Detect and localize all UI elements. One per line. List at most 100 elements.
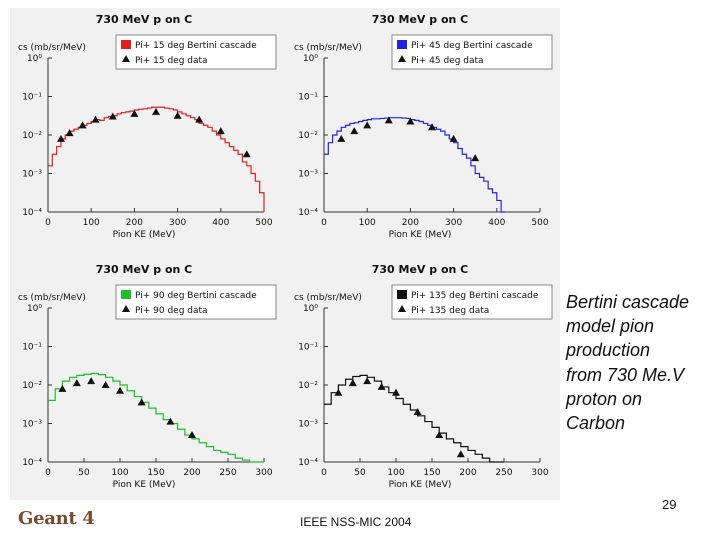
- data-point: [377, 382, 386, 390]
- series-step-line: [324, 374, 504, 463]
- chart-title: 730 MeV p on C: [372, 13, 469, 26]
- y-tick-label: 10⁻²: [22, 131, 42, 141]
- y-tick-label: 10⁻⁴: [298, 458, 318, 468]
- caption-line: production: [566, 340, 651, 361]
- x-tick-label: 50: [78, 468, 90, 478]
- legend-box: [115, 34, 277, 70]
- data-point: [216, 127, 225, 135]
- x-tick-label: 200: [126, 218, 143, 228]
- y-tick-label: 10⁻²: [298, 131, 318, 141]
- legend-marker: [398, 55, 406, 62]
- data-point: [116, 386, 124, 394]
- x-tick-label: 100: [359, 218, 376, 228]
- geant4-logo: Geant 4: [18, 508, 95, 529]
- caption: Bertini cascade model pion production fr…: [566, 290, 716, 435]
- y-tick-label: 10⁰: [27, 304, 42, 314]
- data-point: [363, 121, 372, 129]
- y-tick-label: 10⁻¹: [22, 93, 42, 103]
- x-tick-label: 250: [495, 468, 512, 478]
- x-tick-label: 100: [83, 218, 100, 228]
- data-point: [413, 407, 422, 415]
- y-axis-label: cs (mb/sr/MeV): [294, 293, 362, 303]
- legend-marker: [122, 305, 130, 312]
- figure-area: 730 MeV p on C cs (mb/sr/MeV) Pi+ 15 deg B…: [10, 8, 560, 500]
- legend-box: [391, 34, 553, 70]
- x-tick-label: 300: [445, 218, 462, 228]
- data-point: [87, 377, 96, 385]
- legend-swatch: [397, 290, 407, 299]
- x-axis-label: Pion KE (MeV): [113, 230, 176, 240]
- x-tick-label: 100: [387, 468, 404, 478]
- data-point: [65, 129, 74, 137]
- series-step-line: [324, 117, 506, 213]
- data-point: [242, 150, 251, 158]
- x-tick-label: 50: [354, 468, 366, 478]
- data-point: [188, 431, 196, 439]
- x-tick-label: 500: [531, 218, 548, 228]
- x-tick-label: 0: [321, 218, 327, 228]
- y-tick-label: 10⁻⁴: [298, 208, 318, 218]
- slide-number: 29: [662, 497, 677, 512]
- data-point: [406, 117, 415, 125]
- legend-entry: Pi+ 135 deg data: [411, 306, 489, 316]
- x-axis-label: Pion KE (MeV): [389, 230, 452, 240]
- x-tick-label: 150: [423, 468, 440, 478]
- conference-footer: IEEE NSS-MIC 2004: [300, 515, 412, 529]
- y-axis-label: cs (mb/sr/MeV): [294, 43, 362, 53]
- data-point: [108, 112, 117, 120]
- x-axis-label: Pion KE (MeV): [389, 480, 452, 490]
- series-step-line: [48, 372, 264, 463]
- data-point: [166, 417, 175, 425]
- chart-title: 730 MeV p on C: [96, 13, 193, 26]
- data-point: [337, 134, 346, 142]
- chart-title: 730 MeV p on C: [372, 263, 469, 276]
- legend-marker: [398, 305, 406, 312]
- data-point: [91, 115, 100, 123]
- data-point: [78, 121, 87, 129]
- y-tick-label: 10⁻¹: [298, 93, 318, 103]
- y-tick-label: 10⁻⁴: [22, 208, 42, 218]
- x-tick-label: 200: [402, 218, 419, 228]
- legend-entry: Pi+ 15 deg data: [135, 56, 208, 66]
- x-tick-label: 100: [111, 468, 128, 478]
- data-point: [152, 107, 160, 115]
- data-point: [348, 379, 357, 387]
- legend-entry: Pi+ 45 deg data: [411, 56, 484, 66]
- legend-entry: Pi+ 15 deg Bertini cascade: [135, 41, 257, 51]
- x-tick-label: 150: [147, 468, 164, 478]
- y-tick-label: 10⁻¹: [22, 343, 42, 353]
- x-tick-label: 300: [255, 468, 272, 478]
- x-tick-label: 500: [255, 218, 272, 228]
- x-tick-label: 200: [459, 468, 476, 478]
- series-step-line: [48, 106, 265, 212]
- y-tick-label: 10⁻⁴: [22, 458, 42, 468]
- x-tick-label: 300: [169, 218, 186, 228]
- chart-title: 730 MeV p on C: [96, 263, 193, 276]
- data-point: [56, 134, 65, 142]
- x-tick-label: 0: [45, 468, 51, 478]
- legend-entry: Pi+ 90 deg data: [135, 306, 208, 316]
- data-point: [173, 111, 182, 119]
- y-axis-label: cs (mb/sr/MeV): [18, 43, 86, 53]
- data-point: [456, 450, 465, 458]
- legend-entry: Pi+ 90 deg Bertini cascade: [135, 291, 257, 301]
- caption-line: proton on: [566, 388, 643, 409]
- y-tick-label: 10⁻²: [298, 381, 318, 391]
- data-point: [449, 134, 458, 142]
- legend-swatch: [121, 290, 131, 299]
- data-point: [72, 379, 81, 387]
- data-point: [137, 398, 146, 406]
- data-point: [428, 123, 436, 131]
- y-tick-label: 10⁰: [27, 54, 42, 64]
- y-tick-label: 10⁻³: [298, 420, 318, 430]
- legend-swatch: [121, 40, 131, 49]
- y-tick-label: 10⁻³: [298, 170, 318, 180]
- y-tick-label: 10⁻³: [22, 420, 42, 430]
- legend-swatch: [397, 40, 407, 49]
- data-point: [58, 384, 67, 392]
- x-tick-label: 250: [219, 468, 236, 478]
- legend-entry: Pi+ 135 deg Bertini cascade: [411, 291, 539, 301]
- x-tick-label: 300: [531, 468, 548, 478]
- x-tick-label: 0: [321, 468, 327, 478]
- y-tick-label: 10⁰: [303, 304, 318, 314]
